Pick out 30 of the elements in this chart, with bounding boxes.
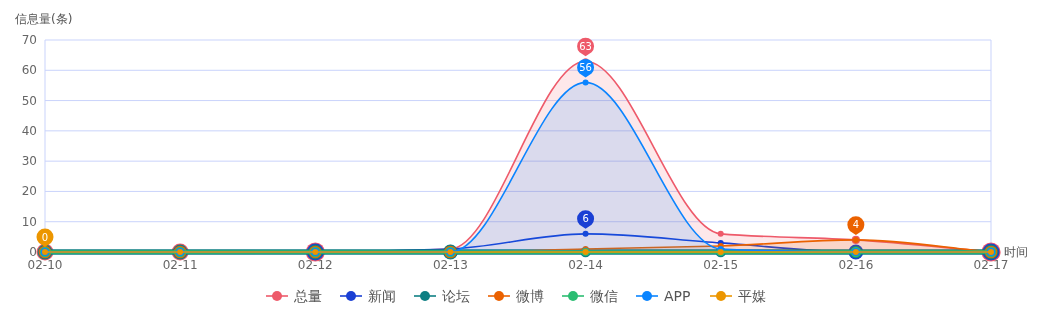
y-tick-label: 20 [21, 184, 37, 199]
x-tick-label: 02-17 [973, 258, 1009, 272]
x-tick-label: 02-14 [568, 258, 604, 272]
legend-label: 新闻 [368, 288, 396, 304]
x-tick-label: 02-16 [838, 258, 874, 272]
y-tick-label: 0 [29, 245, 37, 259]
y-tick-label: 70 [21, 33, 37, 47]
x-tick-label: 02-12 [297, 258, 333, 272]
y-tick-label: 10 [21, 214, 37, 229]
legend-label: 平媒 [738, 288, 766, 304]
data-label: 0 [41, 231, 49, 243]
legend-label: 微信 [590, 288, 618, 304]
x-tick-label: 02-15 [703, 258, 739, 272]
y-tick-label: 50 [21, 93, 37, 108]
data-label: 63 [579, 40, 592, 52]
y-axis-title: 信息量(条) [15, 12, 73, 26]
legend-label: 微博 [516, 288, 544, 304]
y-tick-label: 30 [21, 154, 37, 169]
x-tick-label: 02-13 [432, 258, 468, 272]
data-label: 4 [852, 219, 860, 231]
y-tick-label: 60 [21, 63, 37, 78]
legend-label: 论坛 [442, 288, 470, 304]
x-axis-title: 时间 [1004, 245, 1028, 259]
legend-label: 总量 [293, 288, 322, 304]
data-label: 56 [579, 61, 592, 73]
legend-label: APP [664, 288, 691, 304]
x-tick-label: 02-11 [162, 258, 198, 272]
y-tick-label: 40 [21, 123, 37, 138]
x-tick-label: 02-10 [27, 258, 63, 272]
data-label: 6 [582, 213, 589, 225]
